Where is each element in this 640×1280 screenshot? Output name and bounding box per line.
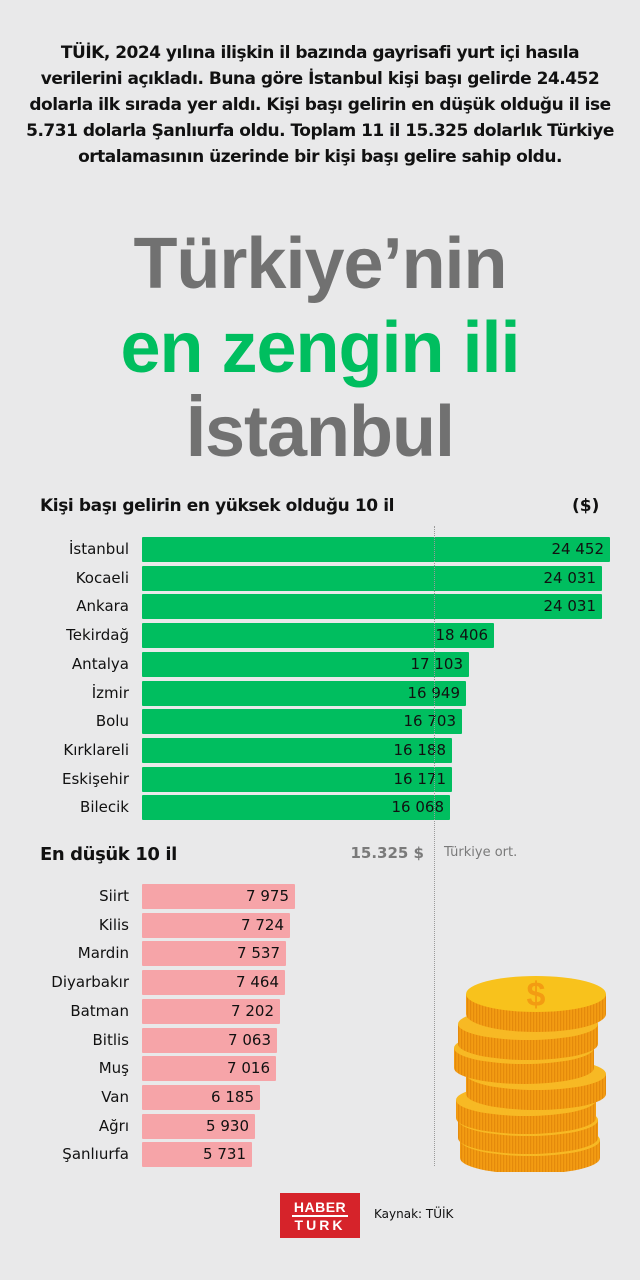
- income-value: 24 031: [543, 597, 597, 616]
- income-bar: 5 930: [142, 1113, 255, 1139]
- income-value: 5 930: [206, 1116, 249, 1135]
- bar-row: Bitlis 7 063: [0, 1027, 640, 1053]
- income-bar: 7 464: [142, 970, 285, 996]
- haberturk-logo: HABER TURK: [280, 1193, 360, 1238]
- province-label: Antalya: [71, 654, 129, 673]
- province-label: Eskişehir: [61, 769, 129, 788]
- income-value: 6 185: [211, 1087, 254, 1106]
- province-label: Tekirdağ: [66, 626, 129, 645]
- province-label: Mardin: [77, 944, 129, 963]
- bar-row: Muş 7 016: [0, 1056, 640, 1082]
- income-bar: 5 731: [142, 1142, 252, 1168]
- income-bar: 17 103: [142, 651, 469, 677]
- province-label: Diyarbakır: [51, 973, 129, 992]
- province-label: Şanlıurfa: [62, 1145, 129, 1164]
- income-value: 7 016: [227, 1059, 270, 1078]
- income-bar: 7 202: [142, 998, 280, 1024]
- low-chart-title: En düşük 10 il: [40, 844, 177, 865]
- bar-row: Mardin 7 537: [0, 941, 640, 967]
- income-bar: 24 452: [142, 537, 610, 562]
- bar-row: İzmir 16 949: [0, 680, 640, 706]
- income-bar: 7 016: [142, 1056, 276, 1082]
- income-bar: 16 949: [142, 680, 466, 706]
- logo-line-1: HABER: [292, 1199, 348, 1217]
- province-label: İzmir: [91, 683, 129, 702]
- income-value: 16 188: [393, 740, 447, 759]
- income-bar: 7 537: [142, 941, 286, 967]
- bar-row: Kocaeli 24 031: [0, 565, 640, 591]
- income-value: 16 949: [407, 683, 461, 702]
- bar-row: Tekirdağ 18 406: [0, 623, 640, 649]
- province-label: Ağrı: [98, 1116, 129, 1135]
- income-value: 7 724: [241, 915, 284, 934]
- income-bar: 16 171: [142, 766, 452, 792]
- income-bar: 16 068: [142, 795, 450, 821]
- headline-line-1: Türkiye’nin: [133, 224, 507, 304]
- income-value: 24 452: [551, 540, 605, 558]
- province-label: Kırklareli: [63, 740, 129, 759]
- logo-line-2: TURK: [294, 1217, 346, 1233]
- average-label: Türkiye ort.: [444, 845, 518, 860]
- province-label: İstanbul: [68, 540, 129, 558]
- average-reference-line: [434, 526, 435, 1166]
- headline-line-3: İstanbul: [185, 392, 455, 472]
- province-label: Bilecik: [80, 798, 129, 817]
- bar-row: Van 6 185: [0, 1084, 640, 1110]
- average-value: 15.325 $: [350, 844, 424, 862]
- income-bar: 18 406: [142, 623, 494, 649]
- province-label: Batman: [70, 1001, 129, 1020]
- income-value: 17 103: [410, 654, 464, 673]
- bar-row: İstanbul 24 452: [0, 537, 640, 562]
- currency-unit: ($): [572, 496, 600, 516]
- bar-row: Bolu 16 703: [0, 709, 640, 735]
- bar-row: Ağrı 5 930: [0, 1113, 640, 1139]
- income-bar: 24 031: [142, 565, 602, 591]
- income-bar: 7 063: [142, 1027, 277, 1053]
- income-value: 16 703: [403, 712, 457, 731]
- income-value: 7 975: [246, 887, 289, 905]
- province-label: Siirt: [99, 887, 129, 905]
- bar-row: Bilecik 16 068: [0, 795, 640, 821]
- income-value: 7 464: [236, 973, 279, 992]
- province-label: Bitlis: [92, 1030, 130, 1049]
- income-value: 18 406: [435, 626, 489, 645]
- income-value: 7 202: [231, 1001, 274, 1020]
- province-label: Bolu: [95, 712, 129, 731]
- income-value: 5 731: [203, 1145, 246, 1164]
- bar-row: Eskişehir 16 171: [0, 766, 640, 792]
- province-label: Kocaeli: [75, 568, 129, 587]
- bar-row: Kilis 7 724: [0, 912, 640, 938]
- income-value: 24 031: [543, 568, 597, 587]
- svg-text:$: $: [527, 976, 546, 1014]
- income-value: 7 063: [228, 1030, 271, 1049]
- income-bar: 7 724: [142, 912, 290, 938]
- bar-row: Batman 7 202: [0, 998, 640, 1024]
- income-bar: 16 703: [142, 709, 462, 735]
- headline-line-2: en zengin ili: [120, 308, 520, 388]
- bar-row: Kırklareli 16 188: [0, 737, 640, 763]
- province-label: Kilis: [98, 915, 129, 934]
- income-bar: 24 031: [142, 594, 602, 620]
- province-label: Muş: [98, 1059, 129, 1078]
- province-label: Ankara: [76, 597, 129, 616]
- income-value: 16 068: [391, 798, 445, 817]
- bar-row: Diyarbakır 7 464: [0, 970, 640, 996]
- bar-row: Siirt 7 975: [0, 884, 640, 909]
- bar-row: Ankara 24 031: [0, 594, 640, 620]
- income-value: 16 171: [393, 769, 447, 788]
- income-bar: 7 975: [142, 884, 295, 909]
- intro-paragraph: TÜİK, 2024 yılına ilişkin il bazında gay…: [26, 43, 614, 167]
- income-value: 7 537: [237, 944, 280, 963]
- province-label: Van: [101, 1087, 129, 1106]
- bar-row: Antalya 17 103: [0, 651, 640, 677]
- source-credit: Kaynak: TÜİK: [374, 1207, 454, 1221]
- bar-row: Şanlıurfa 5 731: [0, 1142, 640, 1168]
- coin-stack-dollar-icon: $: [454, 976, 606, 1172]
- income-bar: 16 188: [142, 737, 452, 763]
- income-bar: 6 185: [142, 1084, 260, 1110]
- top-chart-title: Kişi başı gelirin en yüksek olduğu 10 il: [40, 496, 395, 516]
